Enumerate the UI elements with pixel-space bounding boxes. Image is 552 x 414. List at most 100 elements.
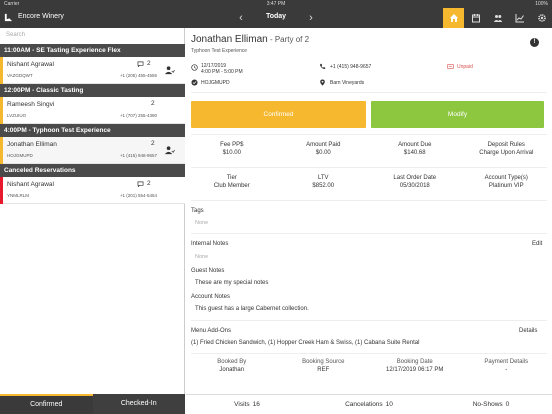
reports-tab[interactable] <box>509 8 530 28</box>
comment-icon <box>137 181 144 187</box>
gear-icon <box>537 14 546 22</box>
payment-icon <box>447 64 454 69</box>
confirmed-button[interactable]: Confirmed <box>191 101 366 128</box>
check-in-person-icon[interactable] <box>164 145 175 156</box>
date-label[interactable]: Today <box>265 13 287 20</box>
party-count: 2 <box>151 100 155 107</box>
divider <box>191 134 547 135</box>
list-item[interactable]: Nishant Agrawal 2 YNMLRLM +1 (201) 554-5… <box>0 177 185 204</box>
home-tab[interactable] <box>443 8 464 28</box>
internal-notes-value: None <box>195 254 209 260</box>
nav-icon-bar <box>442 8 552 28</box>
tags-label: Tags <box>191 208 204 214</box>
guest-notes-label: Guest Notes <box>191 268 225 274</box>
app-title: Encore Winery <box>18 13 64 20</box>
menu-addons-value: (1) Fried Chicken Sandwich, (1) Hopper C… <box>191 340 420 346</box>
account-type-stat: Account Type(s) Platinum VIP <box>484 175 528 189</box>
guest-name: Nishant Agrawal <box>7 181 54 188</box>
guest-notes-value: These are my special notes <box>195 280 269 286</box>
guest-name: Rameesh Singvi <box>7 101 55 108</box>
reservation-date: 12/17/2019 <box>201 63 227 69</box>
phone-number: +1 (415) 948-9657 <box>119 153 157 158</box>
party-count: 2 <box>151 140 155 147</box>
phone-number: +1 (201) 554-5454 <box>119 193 157 198</box>
reservation-time: 4:00 PM - 5:00 PM <box>201 69 243 75</box>
settings-tab[interactable] <box>531 8 552 28</box>
chart-icon <box>515 14 524 23</box>
reservation-list-panel: Search 11:00AM - SE Tasting Experience F… <box>0 28 185 414</box>
divider <box>191 353 547 354</box>
divider <box>191 233 547 234</box>
reservation-code: LVZUIUO <box>7 113 27 118</box>
divider <box>191 92 547 93</box>
battery-label: 100% <box>535 1 548 7</box>
group-header: 12:00PM - Classic Tasting <box>0 84 185 97</box>
carrier-label: Carrier <box>4 1 20 7</box>
tier-stat: Tier Club Member <box>213 175 250 189</box>
reservation-list: 11:00AM - SE Tasting Experience Flex Nis… <box>0 44 185 204</box>
member-row: Tier Club Member LTV $852.00 Last Order Da… <box>186 175 552 189</box>
home-icon <box>449 14 458 22</box>
reservation-code: YNMLRLM <box>7 193 30 198</box>
booking-source-stat: Booking Source REF <box>302 359 345 373</box>
payment-status: Unpaid <box>457 64 473 70</box>
next-day-button[interactable]: › <box>309 12 313 24</box>
status-bar-indicator <box>0 97 3 124</box>
booked-by-stat: Booked By Jonathan <box>217 359 247 373</box>
edit-notes-button[interactable]: Edit <box>532 241 543 247</box>
list-item[interactable]: Nishant Agrawal 2 VAZGDQWT +1 (205) 455-… <box>0 57 185 84</box>
detail-phone[interactable]: +1 (415) 948-9657 <box>330 64 372 70</box>
reservation-code: VAZGDQWT <box>7 73 33 78</box>
account-notes-value: This guest has a large Cabernet collecti… <box>195 306 309 312</box>
guest-name: Nishant Agrawal <box>7 61 54 68</box>
divider <box>191 200 547 201</box>
confirmation-code: HOJGMUPD <box>201 80 230 86</box>
previous-day-button[interactable]: ‹ <box>239 12 243 24</box>
divider <box>191 167 547 168</box>
people-tab[interactable] <box>487 8 508 28</box>
phone-number: +1 (707) 255-4390 <box>119 113 157 118</box>
comment-icon <box>137 61 144 67</box>
cancelations-counter: Cancelations 10 <box>345 401 393 408</box>
booking-info-row: Booked By Jonathan Booking Source REF Book… <box>186 359 552 373</box>
modify-button[interactable]: Modify <box>371 101 544 128</box>
list-item-selected[interactable]: Jonathan Elliman 2 HOJGMUPD +1 (415) 948… <box>0 137 185 164</box>
ltv-stat: LTV $852.00 <box>312 175 335 189</box>
payment-details-stat: Payment Details - <box>484 359 529 373</box>
party-count: 2 <box>147 180 151 187</box>
app-logo-icon <box>4 13 13 22</box>
clock-icon <box>191 64 198 71</box>
phone-icon <box>320 63 326 69</box>
tags-value: None <box>195 220 209 226</box>
noshows-counter: No-Shows 0 <box>472 401 510 408</box>
addons-details-button[interactable]: Details <box>519 328 538 334</box>
calendar-icon <box>471 14 480 23</box>
booking-date-stat: Booking Date 12/17/2019 06:17 PM <box>386 359 444 373</box>
status-bar-indicator <box>0 177 3 204</box>
group-header: 11:00AM - SE Tasting Experience Flex <box>0 44 185 57</box>
tab-confirmed[interactable]: Confirmed <box>0 394 93 414</box>
fee-pp-stat: Fee PP$ $10.00 <box>220 142 244 156</box>
amount-due-stat: Amount Due $140.68 <box>398 142 432 156</box>
status-bar-indicator <box>0 137 3 164</box>
menu-addons-label: Menu Add-Ons <box>191 328 232 334</box>
experience-name: Typhoon Test Experience <box>191 48 248 54</box>
detail-guest-name: Jonathan Elliman <box>191 34 268 45</box>
group-header: 4:00PM - Typhoon Test Experience <box>0 124 185 137</box>
tab-checked-in[interactable]: Checked-In <box>92 394 185 414</box>
info-icon[interactable]: ! <box>530 38 539 47</box>
search-input[interactable]: Search <box>6 32 26 38</box>
detail-header: Jonathan Elliman - Party of 2 <box>191 34 309 45</box>
party-size: - Party of 2 <box>267 35 310 44</box>
status-bar-indicator <box>0 57 3 84</box>
check-in-person-icon[interactable] <box>164 65 175 76</box>
calendar-tab[interactable] <box>465 8 486 28</box>
group-header: Canceled Reservations <box>0 164 185 177</box>
account-notes-label: Account Notes <box>191 294 231 300</box>
guest-counters-bar: Visits 16 Cancelations 10 No-Shows 0 <box>186 394 552 414</box>
internal-notes-label: Internal Notes <box>191 241 229 247</box>
check-circle-icon <box>191 79 198 86</box>
list-item[interactable]: Rameesh Singvi 2 LVZUIUO +1 (707) 255-43… <box>0 97 185 124</box>
list-filter-tabs: Confirmed Checked-In <box>0 394 185 414</box>
